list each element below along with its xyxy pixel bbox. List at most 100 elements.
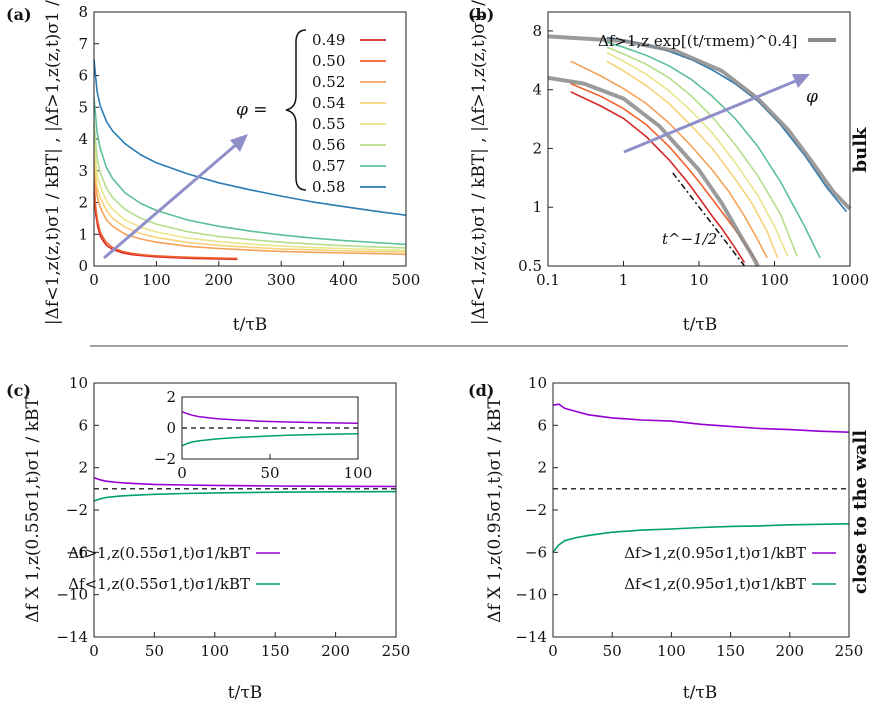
- panel-c-xtick-label: 250: [382, 642, 411, 660]
- panel-c-inset-series-0: [181, 410, 359, 424]
- panel-c-ytick-label: −6: [66, 543, 88, 561]
- panel-a-legend-entry: 0.58: [312, 178, 345, 196]
- panel-b-ytick-label: 4: [532, 81, 542, 99]
- panel-b-series-4: [606, 51, 789, 257]
- panel-a-ylabel: |Δf<1,z(z,t)σ1 / kBT| , |Δf>1,z(z,t)σ1 /…: [43, 0, 63, 325]
- panel-c-inset-xtick-label: 100: [344, 464, 373, 482]
- panel-d-xtick-label: 250: [835, 642, 864, 660]
- panel-d-ytick-label: −6: [525, 543, 547, 561]
- panel-c-ytick-label: 6: [78, 416, 88, 434]
- panel-b-series-0: [570, 91, 746, 264]
- panel-c-inset-ytick-label: −2: [154, 450, 176, 468]
- panel-b-series-9: [547, 34, 852, 211]
- panel-a-legend-title: φ =: [236, 100, 268, 120]
- panel-d-ticks: 0 50 100 150 200 250 −14 −10 −6 −2 2 6 10: [515, 374, 863, 660]
- panel-d-xtick-label: 50: [603, 642, 622, 660]
- panel-a-ytick-label: 3: [78, 162, 88, 180]
- panel-d-ytick-label: −14: [515, 628, 547, 646]
- panel-c-ytick-label: 10: [69, 374, 88, 392]
- panel-c-legend-lt: Δf<1,z(0.55σ1,t)σ1/kBT: [68, 575, 250, 593]
- panel-d-ytick-label: 2: [537, 459, 547, 477]
- panel-a-phi-arrowhead: [230, 134, 248, 152]
- panel-b-series: [547, 34, 852, 267]
- panel-b-series-8: [547, 75, 760, 267]
- panel-a-ytick-label: 2: [78, 194, 88, 212]
- panel-a-ytick-label: 4: [78, 130, 88, 148]
- panel-d-xtick-label: 100: [657, 642, 686, 660]
- panel-a-legend-entry: 0.56: [312, 136, 345, 154]
- panel-b: (b) 0.1 1 10 100 1000 0.5 1 2 4 8 t/τB |Δf<1,z(z,…: [468, 0, 871, 335]
- panel-c-xtick-label: 150: [261, 642, 290, 660]
- panel-b-ytick-label: 2: [532, 139, 542, 157]
- panel-c-inset-ytick-label: 2: [166, 388, 176, 406]
- panel-a-legend-entry: 0.52: [312, 73, 345, 91]
- panel-a-legend-entry: 0.54: [312, 94, 345, 112]
- panel-c-legend-gt: Δf>1,z(0.55σ1,t)σ1/kBT: [68, 544, 250, 562]
- panel-b-xtick-label: 1: [619, 271, 629, 289]
- panel-b-series-7: [606, 36, 848, 213]
- panel-a-series-4: [93, 142, 407, 252]
- panel-b-ytick-label: 8: [532, 22, 542, 40]
- panel-a-series-0: [93, 192, 238, 261]
- panel-a-ytick-label: 0: [78, 257, 88, 275]
- panel-d-ytick-label: 10: [528, 374, 547, 392]
- panel-d-legend-lt: Δf<1,z(0.95σ1,t)σ1/kBT: [624, 575, 806, 593]
- panel-a-xtick-label: 500: [392, 271, 421, 289]
- panel-b-powerlaw-label: t^−1/2: [662, 230, 717, 248]
- panel-a-series-3: [93, 158, 407, 253]
- panel-c-ylabel: Δf X 1,z(0.55σ1,t)σ1 / kBT: [23, 397, 43, 623]
- panel-a-series-1: [93, 183, 238, 260]
- panel-b-xtick-label: 10: [689, 271, 708, 289]
- panel-c-inset: 0 50 100−202: [154, 388, 372, 482]
- panel-a-legend: 0.49 0.50 0.52 0.54 0.55 0.56 0.57 0.58: [312, 31, 386, 196]
- panel-a-label: (a): [6, 5, 32, 24]
- panel-b-xtick-label: 0.1: [536, 271, 560, 289]
- panel-a-legend-entry: 0.49: [312, 31, 345, 49]
- panel-d-series-0: [552, 403, 850, 433]
- panel-d-ytick-label: −2: [525, 501, 547, 519]
- panel-c-inset-ytick-label: 0: [166, 419, 176, 437]
- panel-a-ytick-label: 7: [78, 35, 88, 53]
- panel-d-frame: [552, 382, 850, 638]
- panel-b-series-6: [606, 41, 821, 259]
- panel-b-series-10: [672, 172, 746, 267]
- panel-c-inset-frame: [181, 396, 359, 460]
- panel-c-inset-xtick-label: 0: [177, 464, 187, 482]
- panel-a-xtick-label: 400: [329, 271, 358, 289]
- panel-d-series-1: [552, 523, 850, 553]
- panel-a-xlabel: t/τB: [233, 315, 267, 335]
- panel-b-phi-arrowhead: [792, 74, 810, 88]
- panel-a-xtick-label: 0: [89, 271, 99, 289]
- panel-d-xtick-label: 200: [775, 642, 804, 660]
- panel-a-xtick-label: 300: [267, 271, 296, 289]
- panel-d-series: [552, 403, 850, 553]
- panel-d-xtick-label: 150: [716, 642, 745, 660]
- panel-b-series-2: [570, 60, 768, 259]
- panel-c-xtick-label: 0: [89, 642, 99, 660]
- panel-b-ytick-label: 1: [532, 198, 542, 216]
- panel-c-ytick-label: −14: [56, 628, 88, 646]
- panel-a-ytick-label: 5: [78, 98, 88, 116]
- panel-a-ytick-label: 1: [78, 225, 88, 243]
- panel-c-label: (c): [6, 381, 31, 400]
- panel-b-xtick-label: 100: [760, 271, 789, 289]
- panel-c-xtick-label: 200: [321, 642, 350, 660]
- panel-c-inset-series: [181, 410, 359, 447]
- panel-c-xtick-label: 100: [200, 642, 229, 660]
- panel-c-series: [93, 476, 397, 502]
- panel-c-frame: [93, 382, 397, 638]
- panel-b-label: (b): [468, 5, 494, 24]
- panel-d-ytick-label: −10: [515, 586, 547, 604]
- panel-a-series-2: [93, 170, 407, 256]
- panel-a-legend-entry: 0.55: [312, 115, 345, 133]
- panel-b-ticks: 0.1 1 10 100 1000 0.5 1 2 4 8: [518, 22, 869, 289]
- panel-d-side-label: close to the wall: [850, 430, 871, 594]
- panel-d-ylabel: Δf X 1,z(0.95σ1,t)σ1 / kBT: [485, 397, 505, 623]
- panel-b-xtick-label: 1000: [831, 271, 869, 289]
- panel-a-legend-entry: 0.57: [312, 157, 345, 175]
- panel-d: (d) 0 50 100 150 200 250 −14 −10 −6 −2 2 6 10 t/τB Δ…: [468, 374, 871, 703]
- panel-a-series-7: [93, 59, 407, 216]
- panel-c-ytick-label: 2: [78, 459, 88, 477]
